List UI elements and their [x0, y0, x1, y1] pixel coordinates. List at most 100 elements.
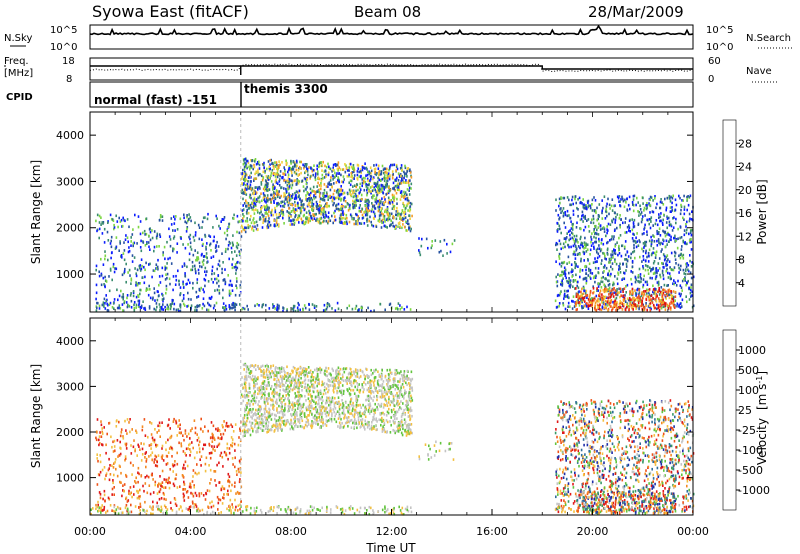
heatmap-cell — [616, 241, 618, 244]
heatmap-cell — [318, 217, 321, 221]
heatmap-cell — [606, 225, 608, 228]
heatmap-cell — [308, 308, 311, 311]
heatmap-cell — [255, 186, 257, 189]
heatmap-cell — [443, 238, 446, 242]
heatmap-cell — [301, 221, 304, 224]
heatmap-cell — [206, 217, 209, 221]
heatmap-cell — [207, 505, 209, 509]
heatmap-cell — [570, 245, 572, 249]
heatmap-cell — [652, 296, 654, 300]
heatmap-cell — [307, 173, 309, 177]
heatmap-cell — [211, 440, 214, 443]
heatmap-cell — [328, 303, 330, 306]
heatmap-cell — [676, 246, 679, 250]
heatmap-cell — [153, 287, 155, 290]
heatmap-cell — [357, 215, 359, 218]
heatmap-cell — [670, 300, 672, 303]
heatmap-cell — [633, 225, 636, 228]
heatmap-cell — [690, 276, 693, 280]
heatmap-cell — [137, 282, 140, 285]
heatmap-cell — [379, 201, 382, 205]
heatmap-cell — [186, 265, 188, 269]
heatmap-cell — [210, 277, 213, 281]
heatmap-cell — [318, 188, 320, 191]
heatmap-cell — [655, 296, 657, 299]
heatmap-cell — [623, 271, 625, 275]
heatmap-cell — [176, 462, 179, 466]
heatmap-cell — [637, 223, 640, 226]
heatmap-cell — [600, 262, 603, 265]
heatmap-cell — [607, 222, 610, 226]
heatmap-cell — [590, 221, 592, 224]
heatmap-cell — [203, 290, 205, 294]
heatmap-cell — [365, 207, 368, 210]
heatmap-cell — [102, 497, 104, 501]
heatmap-cell — [597, 252, 600, 256]
heatmap-cell — [598, 244, 600, 247]
heatmap-cell — [210, 505, 213, 509]
heatmap-cell — [205, 245, 207, 249]
heatmap-cell — [666, 196, 669, 200]
heatmap-cell — [313, 195, 315, 199]
heatmap-cell — [389, 214, 391, 218]
heatmap-cell — [320, 221, 322, 225]
heatmap-cell — [225, 237, 227, 241]
heatmap-cell — [278, 211, 281, 215]
heatmap-cell — [591, 300, 594, 303]
heatmap-cell — [278, 166, 280, 169]
heatmap-cell — [291, 196, 294, 200]
heatmap-cell — [212, 306, 215, 310]
heatmap-cell — [131, 233, 134, 236]
heatmap-cell — [359, 190, 361, 194]
heatmap-cell — [340, 213, 342, 216]
heatmap-cell — [383, 185, 386, 189]
heatmap-cell — [221, 436, 223, 439]
heatmap-cell — [126, 500, 129, 503]
heatmap-cell — [264, 169, 266, 173]
heatmap-cell — [629, 290, 631, 293]
heatmap-cell — [638, 267, 641, 271]
heatmap-cell — [277, 167, 279, 171]
heatmap-cell — [227, 472, 230, 476]
heatmap-cell — [323, 170, 326, 173]
heatmap-cell — [159, 281, 162, 284]
heatmap-cell — [139, 502, 142, 506]
heatmap-cell — [208, 452, 211, 455]
heatmap-cell — [247, 202, 250, 205]
heatmap-cell — [295, 218, 298, 222]
heatmap-cell — [368, 209, 371, 212]
heatmap-cell — [136, 489, 138, 493]
heatmap-cell — [408, 227, 410, 231]
heatmap-cell — [672, 301, 674, 305]
heatmap-cell — [242, 213, 244, 216]
heatmap-cell — [674, 258, 677, 261]
heatmap-cell — [580, 257, 582, 261]
heatmap-cell — [593, 245, 595, 249]
heatmap-cell — [624, 240, 627, 243]
heatmap-cell — [671, 209, 673, 212]
heatmap-cell — [572, 238, 575, 241]
heatmap-cell — [637, 304, 640, 308]
freq-tick-high: 18 — [62, 56, 75, 67]
heatmap-cell — [352, 195, 355, 199]
heatmap-cell — [119, 507, 122, 510]
heatmap-cell — [228, 289, 231, 293]
heatmap-cell — [292, 218, 294, 222]
heatmap-cell — [198, 471, 200, 475]
heatmap-cell — [161, 485, 163, 488]
heatmap-cell — [297, 169, 300, 172]
heatmap-cell — [102, 303, 105, 306]
heatmap-cell — [254, 304, 256, 308]
heatmap-cell — [172, 470, 174, 473]
heatmap-cell — [167, 423, 170, 427]
heatmap-cell — [662, 253, 665, 256]
heatmap-cell — [311, 207, 313, 211]
heatmap-cell — [569, 305, 571, 308]
heatmap-cell — [363, 211, 365, 214]
heatmap-cell — [558, 302, 561, 305]
heatmap-cell — [196, 304, 199, 307]
heatmap-cell — [119, 434, 122, 438]
cpid-mode-1: normal (fast) -151 — [94, 93, 217, 107]
heatmap-cell — [624, 221, 626, 224]
heatmap-cell — [267, 226, 270, 229]
